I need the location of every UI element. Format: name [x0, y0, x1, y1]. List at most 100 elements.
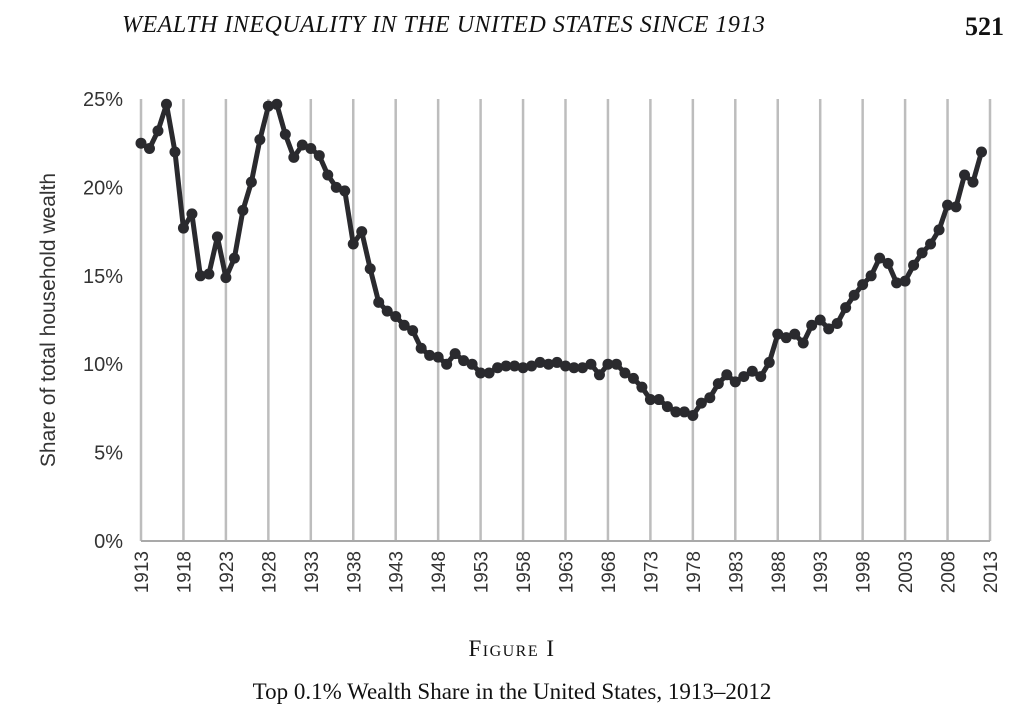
data-point-1991 — [797, 337, 809, 349]
data-point-1943 — [390, 310, 402, 322]
data-point-1992 — [806, 319, 818, 331]
data-point-1953 — [475, 367, 487, 379]
data-point-1967 — [593, 369, 605, 381]
x-tick-label: 1953 — [472, 551, 493, 593]
data-point-1980 — [704, 392, 716, 404]
data-point-1958 — [517, 362, 529, 374]
data-point-2012 — [976, 146, 988, 158]
data-point-2008 — [942, 199, 954, 211]
data-point-1915 — [152, 125, 164, 137]
data-point-1929 — [271, 98, 283, 110]
y-tick-label: 20% — [83, 177, 123, 199]
x-tick-label: 1918 — [174, 551, 195, 593]
x-tick-label: 1973 — [641, 551, 662, 593]
data-point-1986 — [755, 371, 767, 383]
x-axis-tick-labels: 1913 1918 1923 1928 1933 1938 1943 1948 1953 1958… — [132, 551, 1002, 593]
data-point-1941 — [373, 296, 385, 308]
data-point-1978 — [687, 409, 699, 421]
y-tick-label: 10% — [83, 354, 123, 376]
data-point-1948 — [432, 351, 444, 363]
x-tick-label: 1943 — [387, 551, 408, 593]
data-point-1920 — [194, 270, 206, 282]
data-point-1926 — [245, 176, 257, 188]
data-point-1956 — [500, 360, 512, 372]
data-point-1913 — [135, 137, 147, 149]
data-point-1970 — [619, 367, 631, 379]
data-point-1952 — [466, 358, 478, 370]
data-point-1917 — [169, 146, 181, 158]
data-point-1988 — [772, 328, 784, 340]
figure-label: Figure I — [468, 636, 556, 661]
data-point-1969 — [610, 358, 622, 370]
x-tick-label: 1968 — [599, 551, 620, 593]
data-point-1930 — [279, 128, 291, 140]
data-point-1919 — [186, 208, 198, 220]
data-point-2006 — [925, 238, 937, 250]
data-point-1960 — [534, 356, 546, 368]
x-tick-label: 1913 — [132, 551, 153, 593]
data-point-2005 — [916, 247, 928, 259]
data-point-1959 — [526, 360, 538, 372]
data-point-1998 — [857, 279, 869, 291]
data-points — [135, 98, 988, 421]
data-point-1982 — [721, 369, 733, 381]
x-tick-label: 1933 — [302, 551, 323, 593]
wealth-share-line-chart: 0% 5% 10% 15% 20% 25% 1913 1918 1923 1928 1933 193… — [37, 89, 1002, 593]
data-point-1999 — [865, 270, 877, 282]
data-point-1931 — [288, 151, 300, 163]
data-point-1971 — [627, 372, 639, 384]
data-point-1993 — [814, 314, 826, 326]
data-point-1972 — [636, 381, 648, 393]
y-axis-tick-labels: 0% 5% 10% 15% 20% 25% — [83, 89, 123, 553]
data-point-2011 — [967, 176, 979, 188]
data-point-1965 — [576, 362, 588, 374]
data-point-1922 — [211, 231, 223, 243]
y-tick-label: 25% — [83, 89, 123, 111]
data-point-1994 — [823, 323, 835, 335]
x-tick-label: 1983 — [726, 551, 747, 593]
data-point-1981 — [712, 378, 724, 390]
data-point-1918 — [177, 222, 189, 234]
x-tick-label: 1923 — [217, 551, 238, 593]
data-point-1955 — [492, 362, 504, 374]
x-tick-label: 1958 — [514, 551, 535, 593]
data-point-2002 — [891, 277, 903, 289]
y-tick-label: 15% — [83, 266, 123, 288]
page-number: 521 — [965, 12, 1004, 41]
data-point-1934 — [313, 150, 325, 162]
y-tick-label: 5% — [94, 443, 123, 465]
running-title: WEALTH INEQUALITY IN THE UNITED STATES S… — [122, 12, 766, 38]
data-point-1932 — [296, 139, 308, 151]
data-point-1914 — [143, 143, 155, 155]
data-point-1984 — [738, 371, 750, 383]
data-point-1947 — [424, 349, 436, 361]
x-tick-label: 1998 — [854, 551, 875, 593]
data-point-1950 — [449, 348, 461, 360]
data-point-2001 — [882, 257, 894, 269]
x-tick-label: 1988 — [769, 551, 790, 593]
figure-caption: Top 0.1% Wealth Share in the United Stat… — [252, 679, 772, 704]
data-point-1975 — [661, 401, 673, 413]
data-point-1942 — [381, 305, 393, 317]
x-tick-label: 2003 — [896, 551, 917, 593]
x-tick-label: 2013 — [981, 551, 1002, 593]
data-point-1996 — [840, 302, 852, 314]
data-point-1945 — [407, 325, 419, 337]
data-point-1995 — [831, 318, 843, 330]
x-tick-label: 1993 — [811, 551, 832, 593]
data-point-1949 — [441, 358, 453, 370]
data-point-1962 — [551, 356, 563, 368]
data-point-1936 — [330, 181, 342, 193]
data-point-1937 — [339, 185, 351, 197]
data-point-1944 — [398, 319, 410, 331]
data-point-1979 — [695, 397, 707, 409]
data-point-1974 — [653, 394, 665, 406]
x-tick-label: 1938 — [344, 551, 365, 593]
data-point-2009 — [950, 201, 962, 213]
data-point-1977 — [678, 406, 690, 418]
data-point-1954 — [483, 367, 495, 379]
data-point-1987 — [763, 356, 775, 368]
data-point-1923 — [220, 272, 232, 284]
data-point-1990 — [789, 328, 801, 340]
data-point-1928 — [262, 100, 274, 112]
